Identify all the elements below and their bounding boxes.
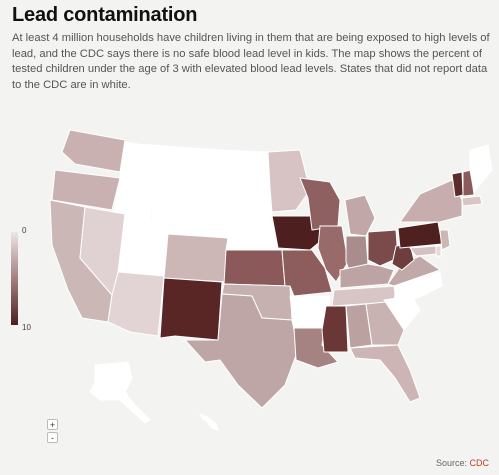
state-pennsylvania[interactable]: [397, 221, 443, 249]
state-north-carolina[interactable]: [393, 271, 443, 303]
state-kentucky[interactable]: [339, 263, 395, 289]
state-minnesota[interactable]: [267, 149, 311, 213]
page-title: Lead contamination: [12, 4, 198, 26]
state-ohio[interactable]: [367, 229, 399, 267]
zoom-in-button[interactable]: +: [47, 419, 58, 430]
us-choropleth-map[interactable]: [0, 120, 499, 440]
state-michigan[interactable]: [344, 194, 376, 237]
state-kansas[interactable]: [223, 249, 286, 287]
state-georgia[interactable]: [365, 301, 405, 346]
state-maryland[interactable]: [409, 245, 437, 257]
state-missouri[interactable]: [281, 249, 333, 297]
state-arizona[interactable]: [107, 271, 165, 337]
state-wyoming[interactable]: [149, 187, 219, 237]
state-florida[interactable]: [349, 344, 421, 403]
state-north-dakota[interactable]: [217, 149, 271, 189]
source-line: Source: CDC: [436, 458, 489, 468]
state-south-dakota[interactable]: [215, 187, 273, 223]
state-new-york[interactable]: [399, 179, 463, 223]
state-delaware[interactable]: [435, 245, 442, 257]
state-alaska[interactable]: [89, 361, 151, 424]
legend-max-label: 10: [22, 323, 31, 332]
state-texas[interactable]: [184, 293, 299, 409]
legend-color-scale: [11, 232, 18, 325]
state-illinois[interactable]: [317, 225, 349, 283]
description: At least 4 million households have child…: [12, 32, 490, 91]
state-hawaii[interactable]: [199, 413, 219, 431]
legend-min-label: 0: [22, 226, 27, 235]
zoom-out-button[interactable]: -: [47, 432, 58, 443]
source-prefix: Source:: [435, 458, 470, 468]
state-massachusetts[interactable]: [461, 195, 483, 207]
state-new-mexico[interactable]: [159, 277, 223, 341]
state-mississippi[interactable]: [321, 305, 349, 353]
source-link[interactable]: CDC: [469, 458, 490, 468]
state-maine[interactable]: [469, 144, 493, 193]
state-washington[interactable]: [61, 129, 126, 173]
state-oregon[interactable]: [51, 169, 121, 211]
state-colorado[interactable]: [163, 233, 229, 283]
state-new-jersey[interactable]: [439, 229, 451, 251]
